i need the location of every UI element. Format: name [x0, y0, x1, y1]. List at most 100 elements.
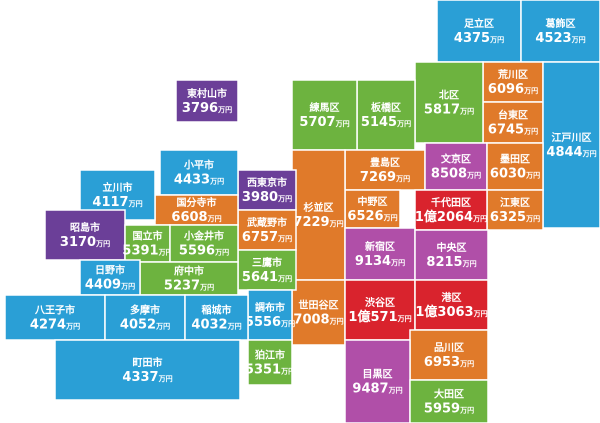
unit: 万円 [489, 36, 504, 44]
amount: 8508 [431, 167, 467, 182]
region-value: 7229万円 [293, 215, 343, 230]
unit: 万円 [525, 172, 540, 180]
region-name: 板橋区 [371, 101, 401, 114]
region-tile [154, 194, 239, 226]
region-value: 8508万円 [431, 167, 481, 182]
region-name: 東村山市 [187, 87, 227, 100]
region-name: 品川区 [434, 342, 464, 354]
amount: 5959 [424, 402, 460, 417]
region-tile [414, 279, 489, 331]
unit: 万円 [280, 320, 295, 328]
region-name: 練馬区 [310, 101, 340, 114]
region-tile [436, 0, 522, 63]
amount: 4337 [122, 370, 158, 385]
region-tile [414, 189, 488, 231]
region-tile [237, 249, 297, 291]
amount: 4433 [174, 173, 210, 188]
amount: 8215 [426, 255, 462, 270]
amount: 6096 [488, 82, 524, 97]
region-name: 渋谷区 [365, 296, 395, 309]
amount: 5145 [361, 115, 397, 130]
region-value: 6526万円 [347, 209, 397, 224]
region-name: 港区 [442, 291, 462, 304]
unit: 万円 [209, 178, 224, 186]
region-value: 6030万円 [490, 167, 540, 182]
unit: 万円 [329, 318, 344, 326]
region-name: 町田市 [133, 356, 163, 369]
unit: 万円 [207, 215, 222, 223]
amount: 4375 [454, 31, 490, 46]
region-name: 西東京市 [247, 176, 287, 189]
unit: 万円 [155, 323, 170, 331]
amount: 1億571 [348, 309, 397, 325]
region-value: 4523万円 [535, 31, 585, 46]
region-value: 1億2064万円 [415, 209, 487, 225]
region-tile [542, 61, 600, 229]
region-name: 小金井市 [183, 230, 224, 243]
unit: 万円 [395, 175, 410, 183]
unit: 万円 [335, 120, 350, 128]
region-name: 荒川区 [497, 68, 528, 81]
region-tile [4, 294, 106, 341]
region-value: 6757万円 [242, 230, 292, 245]
unit: 万円 [525, 215, 540, 223]
region-value: 4274万円 [30, 318, 80, 333]
region-value: 5556万円 [245, 315, 295, 330]
unit: 万円 [217, 106, 232, 114]
region-name: 台東区 [498, 109, 528, 122]
region-name: 武蔵野市 [247, 216, 287, 229]
amount: 5817 [424, 103, 460, 118]
unit: 万円 [523, 128, 538, 136]
region-name: 立川市 [103, 181, 133, 194]
region-value: 9134万円 [355, 254, 405, 269]
amount: 3170 [60, 235, 96, 250]
region-name: 目黒区 [363, 369, 393, 381]
unit: 万円 [277, 275, 292, 283]
unit: 万円 [95, 240, 110, 248]
unit: 万円 [65, 323, 80, 331]
region-name: 調布市 [255, 301, 285, 314]
region-tile [169, 224, 239, 263]
region-value: 5596万円 [179, 244, 229, 259]
region-value: 5641万円 [242, 270, 292, 285]
region-tile [54, 339, 241, 401]
region-value: 5237万円 [164, 279, 214, 294]
unit: 万円 [396, 120, 411, 128]
unit: 万円 [523, 87, 538, 95]
region-value: 4117万円 [92, 195, 142, 210]
amount: 9487 [352, 382, 388, 397]
region-name: 中野区 [358, 195, 388, 208]
region-value: 9487万円 [352, 382, 402, 397]
unit: 万円 [277, 195, 292, 203]
unit: 万円 [329, 220, 344, 228]
region-name: 千代田区 [431, 196, 471, 209]
amount: 6757 [242, 230, 278, 245]
amount: 4409 [85, 278, 121, 293]
region-name: 墨田区 [500, 154, 530, 166]
region-value: 4433万円 [174, 173, 224, 188]
unit: 万円 [128, 200, 143, 208]
region-tile [291, 79, 358, 151]
amount: 6608 [171, 210, 207, 225]
region-value: 4052万円 [120, 318, 170, 333]
region-name: 昭島市 [70, 221, 100, 234]
